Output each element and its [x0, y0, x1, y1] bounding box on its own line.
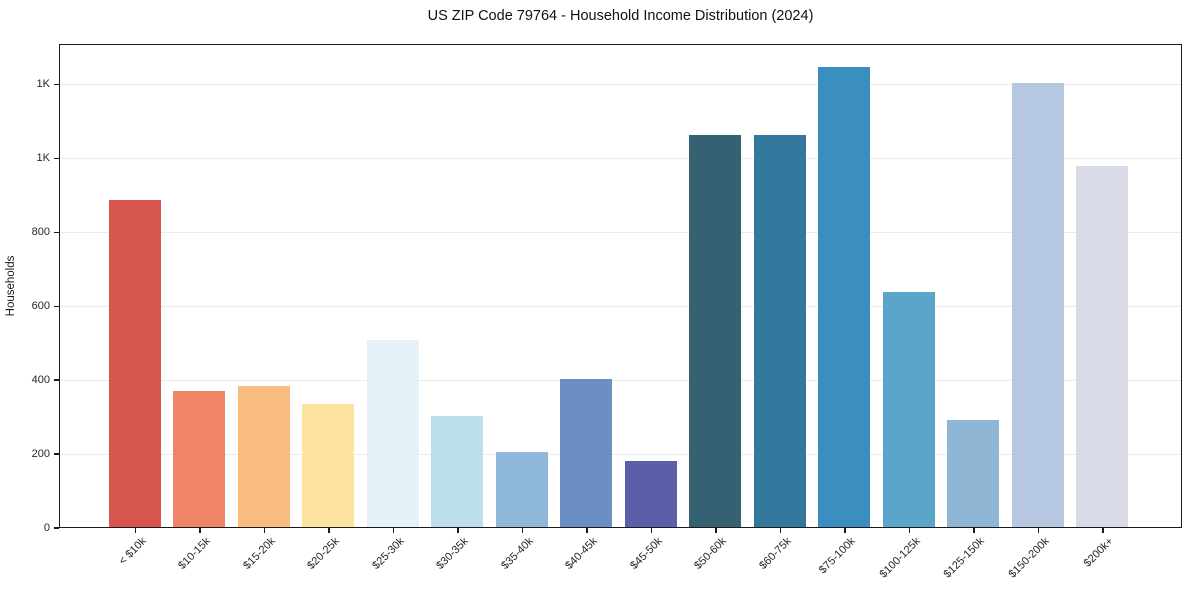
x-tick-mark	[844, 528, 846, 533]
x-tick-mark	[586, 528, 588, 533]
x-tick-label: $20-25k	[305, 535, 342, 572]
x-tick-mark	[392, 528, 395, 533]
bar-15-20k	[237, 386, 290, 527]
x-tick-label: $40-45k	[563, 535, 600, 572]
x-tick-label: $125-150k	[941, 535, 987, 581]
x-tick-label: $75-100k	[816, 535, 858, 577]
x-tick-mark	[715, 528, 717, 533]
y-tick-mark	[54, 453, 59, 455]
bar-200k	[1076, 166, 1129, 527]
y-tick-label: 400	[31, 373, 50, 386]
x-tick-label: $15-20k	[240, 535, 278, 572]
y-tick-mark	[54, 157, 59, 160]
x-tick-label: $150-200k	[1006, 535, 1052, 581]
bar-50-60k	[689, 135, 742, 527]
y-tick-label: 200	[31, 447, 50, 460]
x-tick-label: $45-50k	[627, 535, 665, 572]
x-tick-label: $35-40k	[498, 535, 536, 572]
x-tick-label: $10-15k	[176, 535, 213, 572]
x-tick-label: $100-125k	[877, 535, 923, 581]
bar-35-40k	[495, 452, 548, 527]
x-tick-mark	[199, 528, 201, 533]
bar-10-15k	[173, 391, 226, 527]
y-tick-label: 1K	[36, 78, 50, 91]
x-tick-mark	[779, 528, 782, 533]
x-tick-mark	[134, 528, 137, 533]
plot-area	[59, 44, 1182, 528]
x-tick-label: $60-75k	[756, 535, 794, 572]
bar-125-150k	[947, 419, 1000, 527]
gridline	[60, 84, 1181, 86]
gridline	[60, 379, 1181, 381]
bar-150-200k	[1011, 82, 1064, 527]
x-tick-mark	[973, 528, 975, 533]
bar-10k	[108, 200, 161, 527]
x-tick-mark	[1037, 528, 1040, 533]
bar-20-25k	[302, 404, 355, 527]
x-tick-mark	[521, 528, 524, 533]
y-tick-label: 800	[31, 225, 50, 238]
y-tick-label: 1K	[36, 152, 50, 165]
y-tick-mark	[54, 527, 59, 529]
x-tick-mark	[457, 528, 459, 533]
y-tick-mark	[54, 231, 59, 234]
x-tick-mark	[263, 528, 266, 533]
x-tick-mark	[650, 528, 653, 533]
bar-75-100k	[818, 67, 871, 527]
y-tick-label: 600	[31, 299, 50, 312]
bar-40-45k	[560, 379, 613, 527]
bar-100-125k	[882, 292, 935, 527]
gridline	[60, 157, 1181, 159]
gridline	[60, 305, 1181, 307]
y-tick-mark	[54, 379, 59, 381]
x-tick-label: $200k+	[1081, 535, 1116, 570]
x-tick-label: $30-35k	[434, 535, 471, 572]
gridline	[60, 453, 1181, 455]
x-tick-label: < $10k	[116, 535, 149, 568]
x-tick-mark	[1102, 528, 1104, 533]
x-tick-label: $50-60k	[692, 535, 729, 572]
chart-title: US ZIP Code 79764 - Household Income Dis…	[427, 8, 814, 24]
y-tick-label: 0	[43, 521, 50, 534]
x-tick-mark	[908, 528, 911, 533]
x-tick-label: $25-30k	[369, 535, 407, 572]
x-tick-mark	[328, 528, 330, 533]
y-tick-mark	[54, 83, 59, 86]
bar-30-35k	[431, 416, 484, 527]
bar-25-30k	[366, 340, 419, 527]
bar-45-50k	[624, 461, 677, 527]
y-tick-mark	[54, 305, 59, 308]
gridline	[60, 231, 1181, 233]
bar-60-75k	[753, 135, 806, 527]
